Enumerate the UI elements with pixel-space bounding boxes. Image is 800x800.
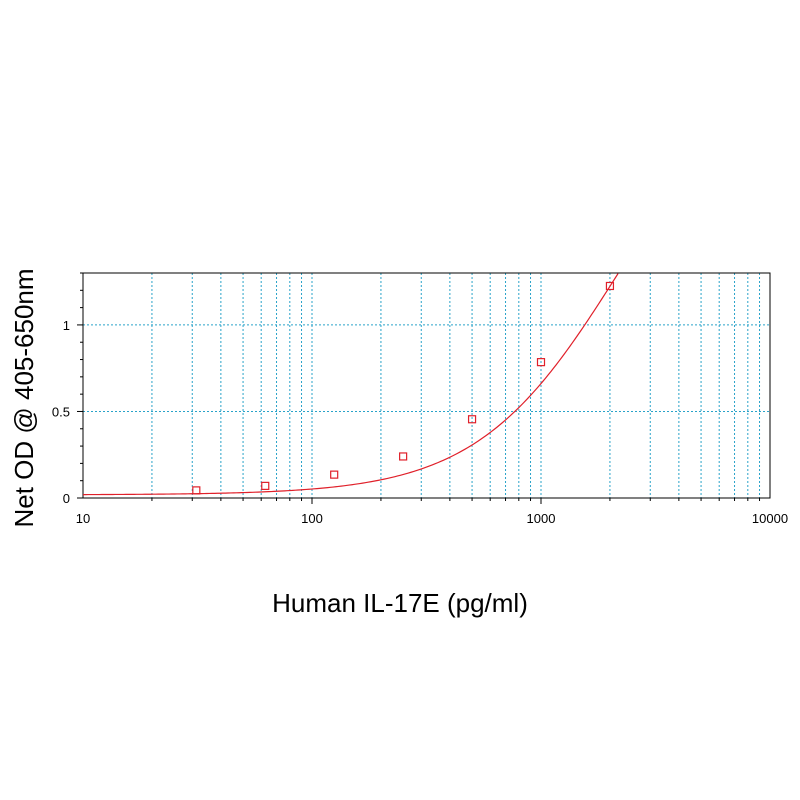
data-point — [192, 486, 201, 495]
data-point — [261, 481, 270, 490]
fit-curve — [82, 273, 619, 496]
plot-area-frame — [82, 272, 771, 499]
grid-lines — [83, 273, 770, 498]
tick-labels: 10 100 1000 10000 0 0.5 1 — [52, 318, 788, 526]
y-axis-title: Net OD @ 405-650nm — [9, 268, 39, 527]
x-tick-label: 10000 — [752, 511, 788, 526]
data-point — [605, 281, 615, 291]
data-point — [467, 415, 477, 424]
data-point — [536, 358, 546, 367]
axis-ticks — [77, 272, 761, 504]
y-tick-label: 1 — [63, 318, 70, 333]
data-point — [330, 470, 339, 479]
y-tick-label: 0.5 — [52, 404, 70, 419]
x-axis-title: Human IL-17E (pg/ml) — [272, 588, 528, 618]
y-tick-label: 0 — [63, 491, 70, 506]
x-tick-label: 100 — [301, 511, 323, 526]
fit-curve-group — [82, 273, 619, 496]
x-tick-label: 10 — [76, 511, 90, 526]
x-tick-label: 1000 — [527, 511, 556, 526]
data-markers — [192, 281, 615, 495]
data-point — [399, 452, 408, 461]
